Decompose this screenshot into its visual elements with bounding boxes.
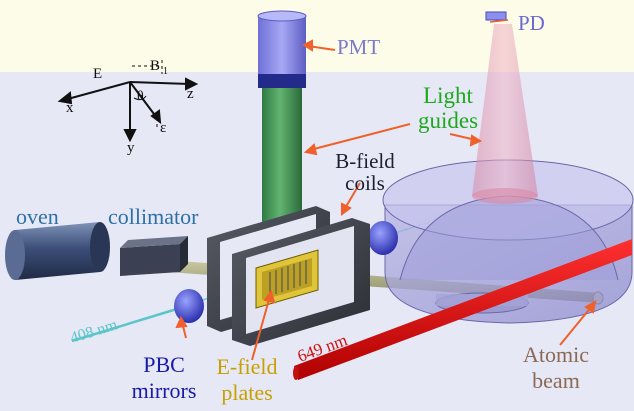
b-field-label-line1: B-field: [335, 149, 395, 173]
atomic-beam-label-line2: beam: [532, 368, 580, 393]
photodiode: [485, 11, 507, 21]
pmt-label: PMT: [337, 35, 380, 59]
green-light-guide: [262, 88, 302, 233]
theta-label: θ: [137, 89, 144, 104]
e-field-label-line1: E-field: [216, 354, 277, 379]
light-guides-label-line1: Light: [423, 83, 473, 108]
y-axis-label: y: [127, 140, 135, 156]
pbc-label-line1: PBC: [143, 352, 185, 377]
electric-field-vector-label: E: [93, 66, 102, 82]
pbc-mirror-back: [368, 221, 398, 255]
e-field-label-line2: plates: [221, 380, 272, 405]
light-guides-label-line2: guides: [418, 108, 478, 133]
magnetic-field-subscript: 1: [163, 66, 168, 77]
oven-label: oven: [16, 204, 59, 229]
pbc-label-line2: mirrors: [132, 378, 197, 403]
oven: [5, 222, 110, 280]
atomic-beam-label-line1: Atomic: [523, 342, 589, 367]
polarization-label: ε: [160, 120, 166, 136]
z-axis-label: z: [187, 86, 194, 102]
magnetic-field-vector-label: B: [150, 58, 160, 74]
b-field-label-line2: coils: [345, 171, 385, 195]
pbc-mirror-front: [174, 289, 204, 323]
x-axis-label: x: [66, 100, 74, 116]
laser-649-beam: [293, 239, 632, 380]
photomultiplier-tube: [257, 10, 307, 88]
background-top-band: [0, 0, 634, 72]
pd-label: PD: [518, 11, 545, 35]
coordinate-axes: [57, 60, 199, 143]
collimator-label: collimator: [108, 204, 199, 229]
light-cone: [472, 11, 538, 204]
collimator: [120, 236, 188, 276]
pointer-arrows: [175, 19, 597, 361]
